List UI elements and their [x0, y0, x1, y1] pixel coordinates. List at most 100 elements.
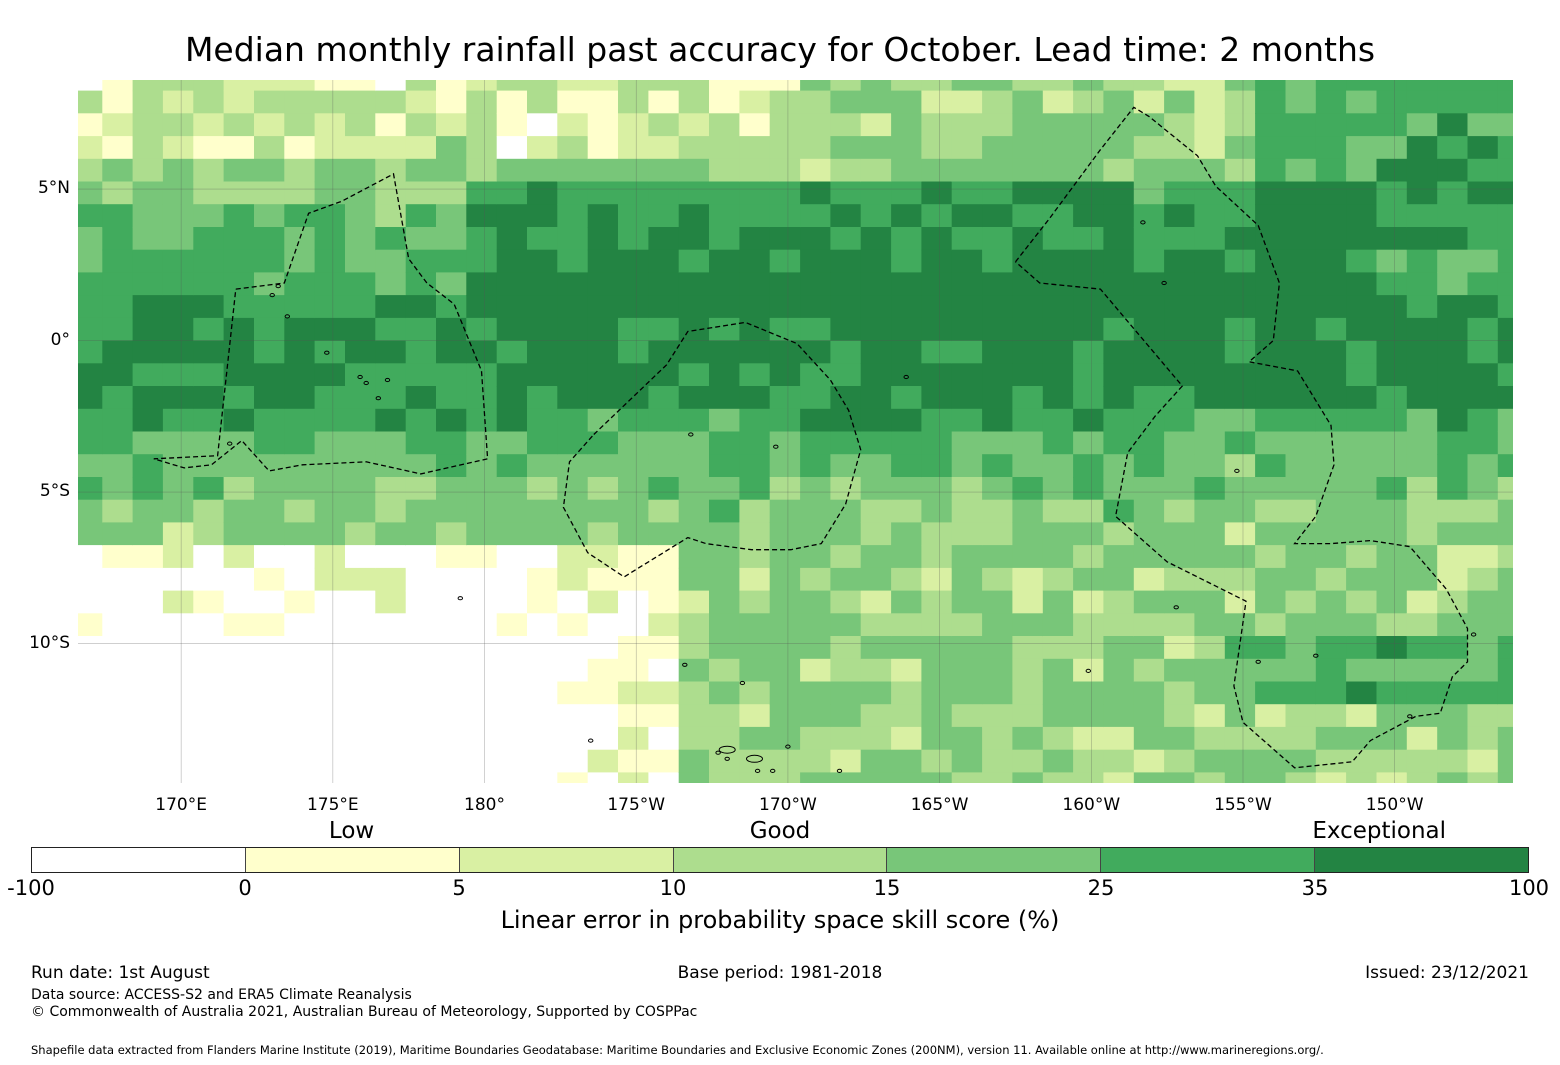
grid-cell [860, 227, 892, 251]
category-label: Exceptional [1312, 818, 1447, 844]
grid-cell [496, 522, 528, 546]
grid-cell [254, 590, 285, 614]
grid-cell [1285, 522, 1317, 546]
grid-cell [1437, 204, 1469, 228]
grid-cell [375, 90, 407, 114]
grid-cell [314, 522, 346, 546]
grid-cell [102, 636, 134, 660]
grid-cell [860, 317, 892, 342]
grid-cell [1497, 363, 1513, 387]
grid-cell [405, 227, 437, 251]
grid-cell [223, 181, 255, 205]
grid-cell [162, 158, 194, 183]
grid-cell [345, 249, 376, 273]
grid-cell [1346, 681, 1377, 705]
grid-cell [1467, 704, 1499, 728]
grid-cell [800, 113, 831, 137]
grid-cell [1315, 636, 1347, 660]
grid-cell [1497, 658, 1513, 683]
grid-cell [891, 227, 922, 251]
grid-cell [1437, 454, 1469, 478]
grid-cell [678, 90, 710, 114]
grid-cell [78, 181, 103, 205]
grid-cell [527, 181, 558, 205]
grid-cell [78, 772, 103, 783]
grid-cell [1406, 181, 1438, 205]
grid-cell [709, 90, 740, 114]
grid-cell [1437, 772, 1469, 783]
grid-cell [1285, 204, 1317, 228]
grid-cell [1103, 658, 1135, 683]
grid-cell [223, 477, 255, 501]
grid-cell [1285, 295, 1317, 319]
grid-cell [618, 90, 649, 114]
grid-cell [1194, 749, 1226, 773]
grid-cell [1255, 408, 1286, 433]
grid-cell [1103, 477, 1135, 501]
grid-cell [314, 704, 346, 728]
grid-cell [1194, 772, 1226, 783]
eez-boundary [1014, 106, 1469, 769]
island-outline [457, 596, 463, 601]
grid-cell [314, 317, 346, 342]
grid-cell [891, 590, 922, 614]
grid-cell [375, 386, 407, 410]
grid-cell [284, 272, 316, 296]
grid-cell [1346, 249, 1377, 273]
grid-cell [405, 340, 437, 364]
grid-cell [1042, 545, 1074, 569]
grid-cell [223, 227, 255, 251]
grid-cell [1437, 272, 1469, 296]
grid-cell [1164, 136, 1195, 160]
grid-cell [162, 136, 194, 160]
grid-cell [405, 704, 437, 728]
colorbar-segment [887, 848, 1102, 872]
grid-cell [860, 772, 892, 783]
grid-cell [982, 522, 1013, 546]
grid-cell [769, 431, 801, 455]
grid-cell [891, 658, 922, 683]
grid-cell [1103, 567, 1135, 592]
grid-cell [375, 636, 407, 660]
grid-cell [254, 317, 285, 342]
grid-cell [223, 80, 255, 92]
grid-cell [78, 386, 103, 410]
grid-cell [496, 227, 528, 251]
grid-cell [800, 590, 831, 614]
grid-cell [375, 181, 407, 205]
grid-cell [860, 158, 892, 183]
grid-cell [284, 408, 316, 433]
grid-cell [709, 477, 740, 501]
grid-cell [587, 613, 619, 637]
grid-cell [496, 772, 528, 783]
grid-cell [405, 567, 437, 592]
grid-cell [921, 681, 953, 705]
grid-cell [587, 90, 619, 114]
grid-cell [345, 80, 376, 92]
grid-cell [1406, 386, 1438, 410]
island-outline [785, 744, 791, 749]
grid-cell [587, 272, 619, 296]
grid-cell [345, 545, 376, 569]
grid-cell [1164, 340, 1195, 364]
grid-cell [527, 613, 558, 637]
grid-cell [375, 499, 407, 523]
grid-cell [1194, 386, 1226, 410]
grid-cell [678, 363, 710, 387]
grid-cell [1406, 477, 1438, 501]
grid-cell [78, 227, 103, 251]
grid-cell [284, 363, 316, 387]
grid-cell [223, 113, 255, 137]
grid-cell [769, 567, 801, 592]
grid-cell [1255, 499, 1286, 523]
grid-cell [1164, 567, 1195, 592]
grid-cell [618, 431, 649, 455]
grid-cell [982, 181, 1013, 205]
grid-cell [1103, 317, 1135, 342]
grid-cell [1406, 272, 1438, 296]
grid-cell [1103, 340, 1135, 364]
issued-date: Issued: 23/12/2021 [1365, 963, 1529, 983]
grid-cell [982, 567, 1013, 592]
grid-cell [709, 80, 740, 92]
grid-cell [1012, 317, 1044, 342]
